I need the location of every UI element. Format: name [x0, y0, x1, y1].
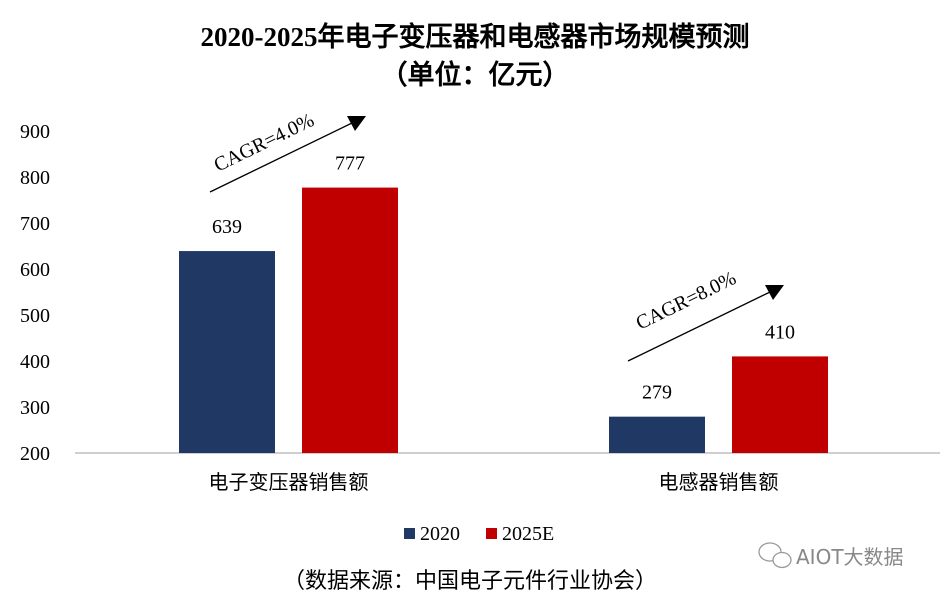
x-category-label: 电子变压器销售额: [209, 471, 369, 494]
legend-swatch-2025e: [486, 528, 497, 539]
legend-label-2025e: 2025E: [502, 523, 554, 545]
y-tick-label: 800: [20, 167, 50, 189]
y-tick-label: 700: [20, 213, 50, 235]
cagr-arrow-line: [209, 122, 353, 193]
wechat-icon: [758, 542, 792, 569]
source-note: （数据来源：中国电子元件行业协会）: [283, 568, 657, 593]
data-label: 777: [335, 153, 365, 175]
arrowhead-icon: [347, 116, 366, 131]
y-tick-label: 900: [20, 121, 50, 143]
y-tick-label: 400: [20, 351, 50, 373]
cagr-label: CAGR=8.0%: [633, 267, 740, 334]
bar-2025e-2: [732, 356, 828, 453]
watermark-text: AIOT大数据: [796, 545, 904, 569]
data-label: 410: [765, 321, 795, 343]
arrowhead-icon: [765, 285, 784, 300]
chart-subtitle: （单位：亿元）: [381, 59, 570, 90]
legend: 2020 2025E: [404, 523, 554, 545]
watermark: AIOT大数据: [758, 542, 904, 569]
bar-2020-1: [179, 251, 275, 453]
bar-2020-2: [609, 416, 705, 453]
y-tick-label: 200: [20, 443, 50, 465]
cagr-annotation-1: CAGR=4.0%: [209, 109, 366, 193]
legend-label-2020: 2020: [420, 523, 460, 545]
cagr-annotation-2: CAGR=8.0%: [627, 267, 784, 362]
y-tick-label: 500: [20, 305, 50, 327]
x-category-label: 电感器销售额: [659, 471, 779, 494]
legend-swatch-2020: [404, 528, 415, 539]
cagr-arrow-line: [627, 291, 771, 362]
data-label: 279: [642, 382, 672, 404]
y-tick-label: 300: [20, 397, 50, 419]
data-label: 639: [212, 216, 242, 238]
chart-title: 2020-2025年电子变压器和电感器市场规模预测: [201, 21, 750, 52]
bar-2025e-1: [302, 187, 398, 453]
y-tick-label: 600: [20, 259, 50, 281]
